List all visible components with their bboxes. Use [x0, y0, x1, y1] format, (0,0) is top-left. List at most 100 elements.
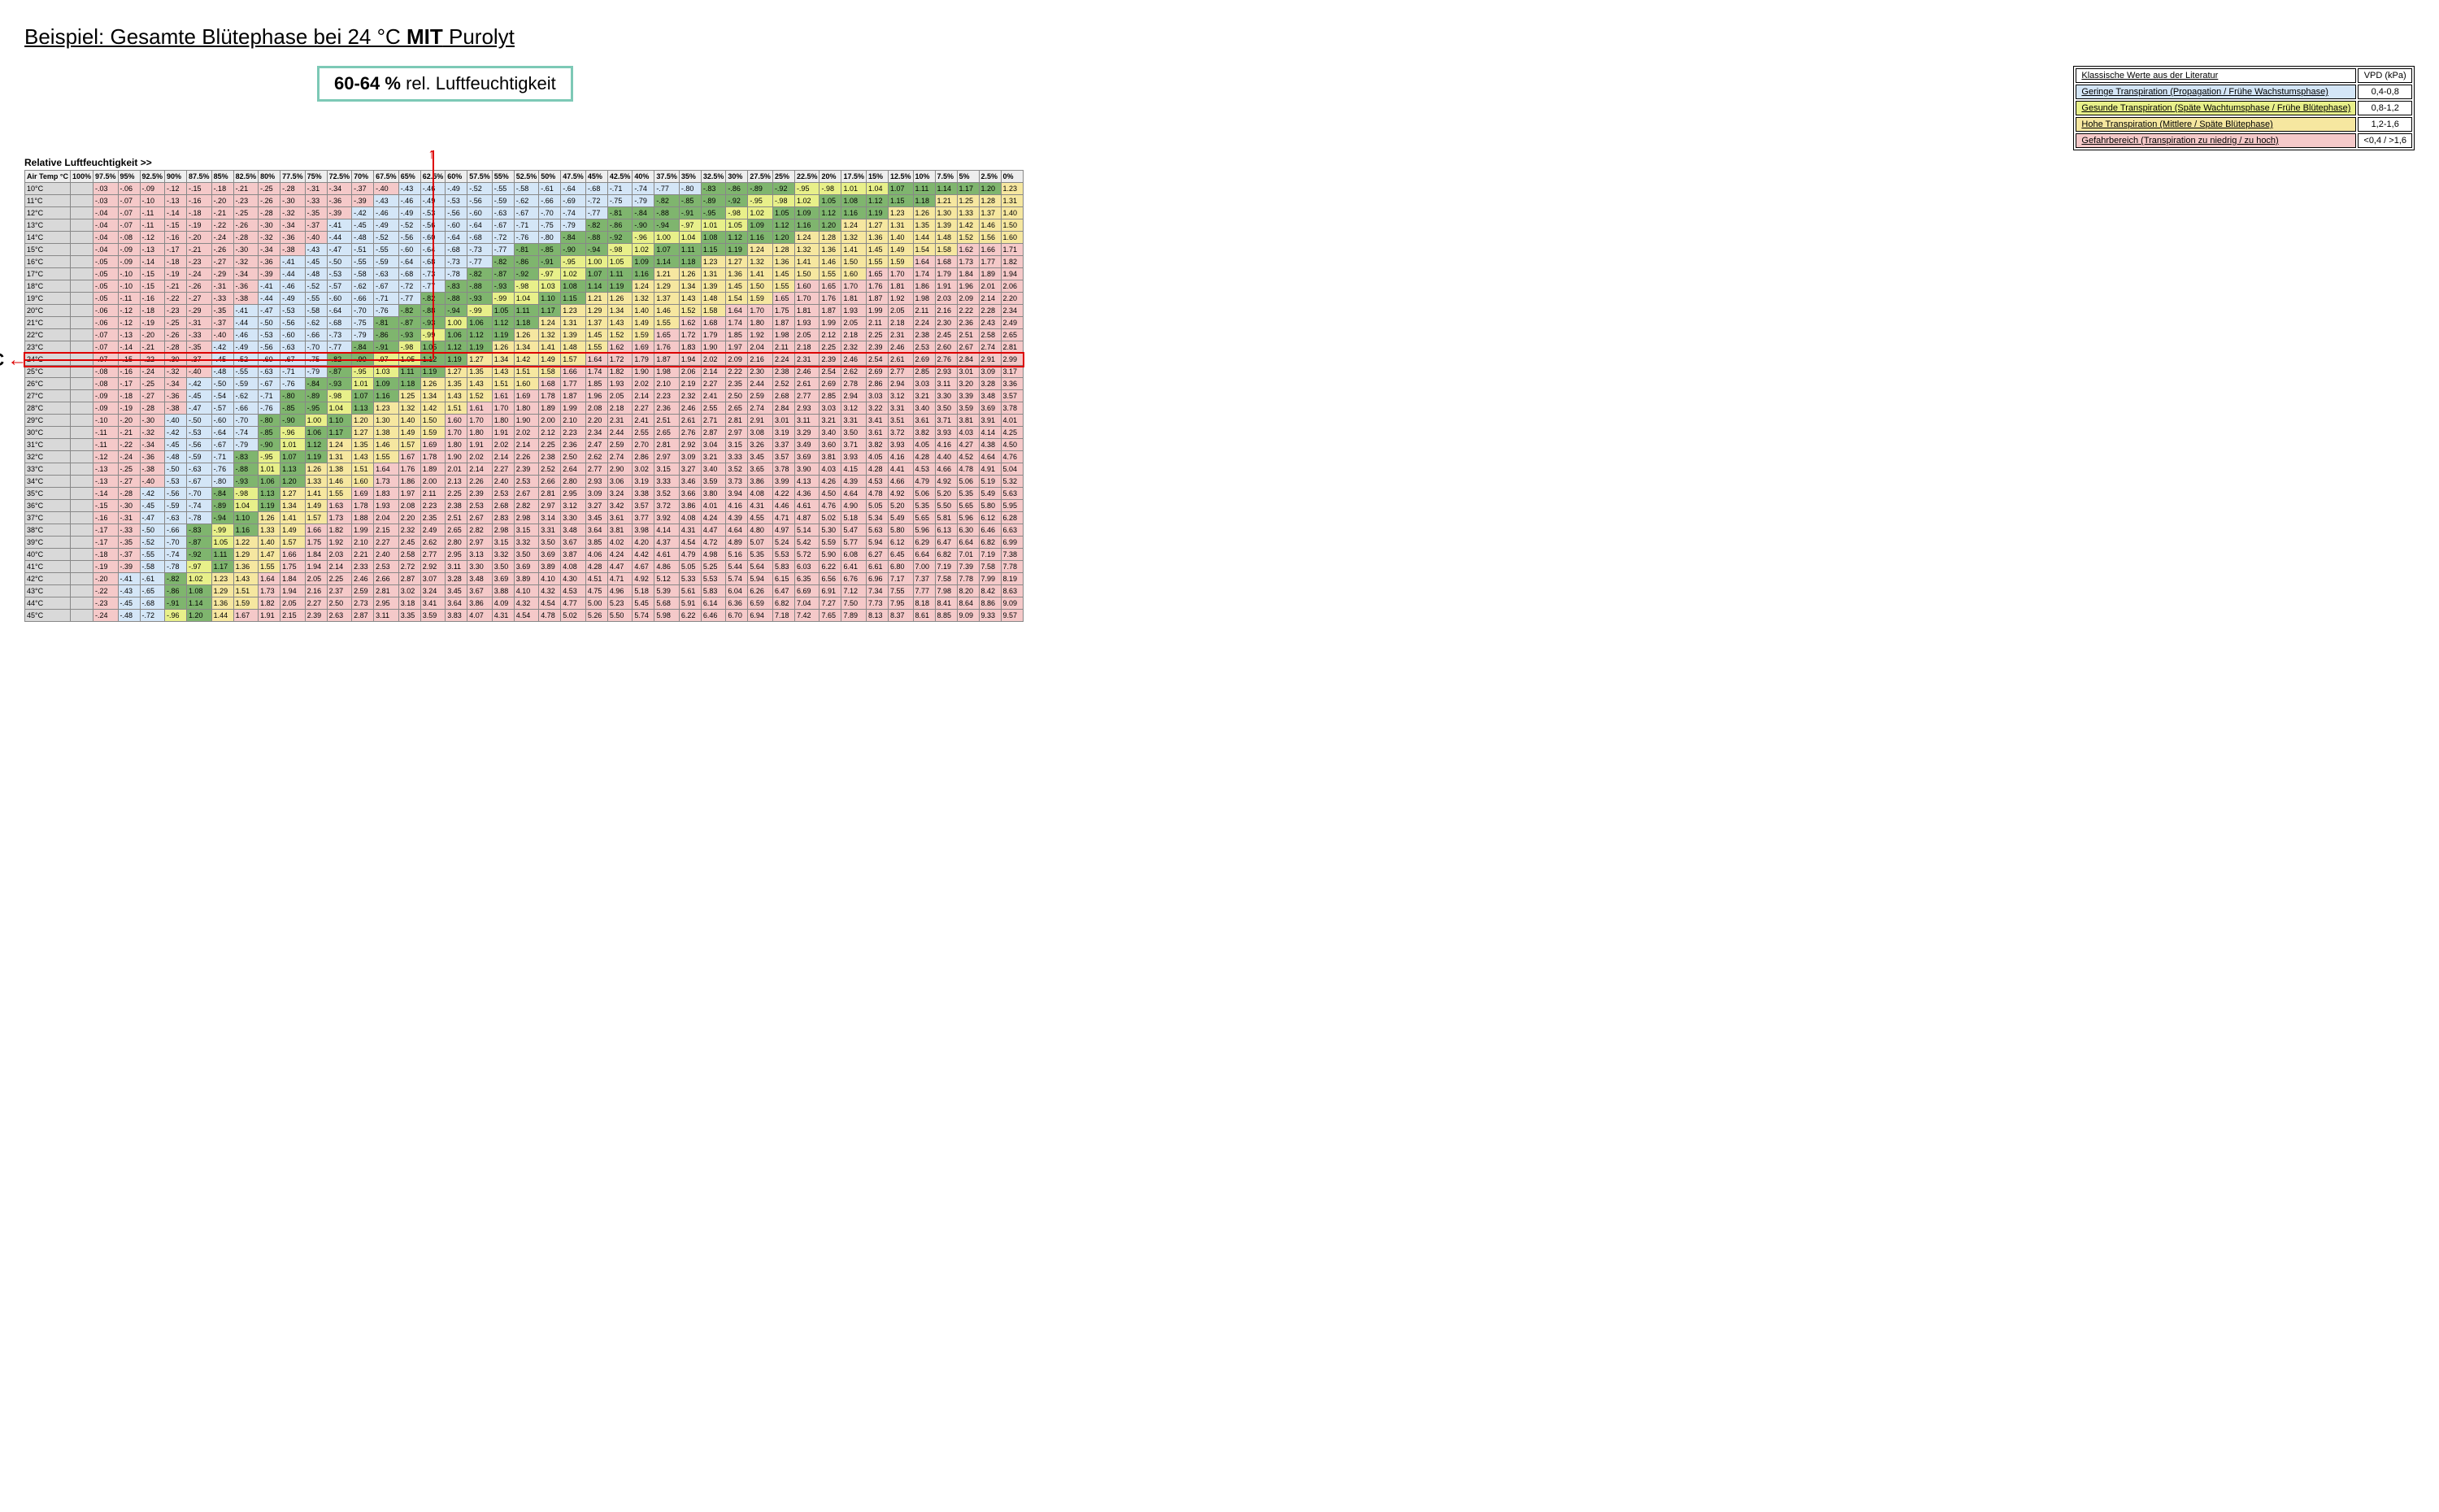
vpd-cell: 1.45 [772, 268, 794, 280]
vpd-cell: 2.31 [607, 415, 633, 427]
vpd-cell: 1.64 [374, 463, 399, 476]
vpd-cell: -.45 [352, 219, 374, 232]
table-row: 39°C-.17-.35-.52-.70-.871.051.221.401.57… [25, 537, 1024, 549]
vpd-cell: 2.38 [446, 500, 467, 512]
vpd-cell: -.87 [492, 268, 514, 280]
table-row: 14°C-.04-.08-.12-.16-.20-.24-.28-.32-.36… [25, 232, 1024, 244]
vpd-cell: -.19 [165, 268, 187, 280]
vpd-cell: 1.23 [374, 402, 399, 415]
vpd-cell: 1.55 [327, 488, 352, 500]
vpd-cell: 5.72 [794, 549, 820, 561]
vpd-cell: 1.99 [867, 305, 889, 317]
vpd-cell: 1.02 [794, 195, 820, 207]
vpd-cell: -.59 [492, 195, 514, 207]
row-label-temp: 22°C [25, 329, 71, 341]
vpd-cell: -.84 [633, 207, 654, 219]
vpd-cell: 3.01 [772, 415, 794, 427]
vpd-cell: 1.75 [305, 537, 327, 549]
vpd-cell: -.45 [211, 354, 233, 366]
vpd-cell: 1.37 [585, 317, 607, 329]
vpd-cell: -.55 [305, 293, 327, 305]
vpd-cell: -.49 [420, 195, 446, 207]
vpd-cell: -.99 [211, 524, 233, 537]
vpd-cell: 8.41 [935, 597, 957, 610]
vpd-cell: 1.26 [492, 341, 514, 354]
row-label-temp: 15°C [25, 244, 71, 256]
vpd-cell: -.18 [140, 305, 165, 317]
vpd-cell: -.93 [467, 293, 493, 305]
vpd-cell: 2.06 [1001, 280, 1023, 293]
vpd-cell: 6.63 [1001, 524, 1023, 537]
vpd-cell: -.17 [165, 244, 187, 256]
vpd-cell: -.82 [467, 268, 493, 280]
vpd-cell: -.37 [118, 549, 140, 561]
vpd-cell: 8.64 [957, 597, 979, 610]
vpd-cell: 2.50 [561, 451, 586, 463]
vpd-cell: 1.98 [913, 293, 935, 305]
vpd-cell: -.63 [374, 268, 399, 280]
vpd-cell: 2.67 [467, 512, 493, 524]
vpd-cell: 1.50 [748, 280, 773, 293]
vpd-cell: -.20 [93, 573, 118, 585]
vpd-cell: -.21 [187, 244, 212, 256]
vpd-cell: 2.99 [1001, 354, 1023, 366]
vpd-cell: 3.09 [979, 366, 1001, 378]
vpd-cell: 3.45 [446, 585, 467, 597]
vpd-cell: -.45 [187, 390, 212, 402]
vpd-cell: -.40 [374, 183, 399, 195]
vpd-cell: -.20 [187, 232, 212, 244]
vpd-cell: 2.06 [679, 366, 701, 378]
vpd-cell: 2.80 [446, 537, 467, 549]
vpd-cell: 2.54 [820, 366, 841, 378]
vpd-cell: 2.95 [561, 488, 586, 500]
vpd-cell: 1.70 [889, 268, 914, 280]
vpd-cell: -.59 [187, 451, 212, 463]
table-row: 19°C-.05-.11-.16-.22-.27-.33-.38-.44-.49… [25, 293, 1024, 305]
vpd-cell [70, 390, 93, 402]
vpd-cell: 3.69 [492, 573, 514, 585]
vpd-cell: 2.63 [327, 610, 352, 622]
col-header-humidity: 77.5% [280, 171, 306, 183]
vpd-cell: 3.41 [420, 597, 446, 610]
vpd-cell: -.43 [118, 585, 140, 597]
vpd-cell: -.71 [514, 219, 539, 232]
col-header-humidity: 65% [398, 171, 420, 183]
vpd-cell: 3.99 [772, 476, 794, 488]
vpd-cell: 6.99 [1001, 537, 1023, 549]
vpd-cell: -.34 [327, 183, 352, 195]
vpd-cell: 1.09 [794, 207, 820, 219]
vpd-cell: 3.86 [679, 500, 701, 512]
vpd-cell: -.44 [327, 232, 352, 244]
vpd-cell: 2.78 [841, 378, 867, 390]
vpd-cell: 5.32 [1001, 476, 1023, 488]
vpd-cell: 2.49 [420, 524, 446, 537]
vpd-cell: 1.43 [467, 378, 493, 390]
vpd-cell: 4.06 [585, 549, 607, 561]
vpd-cell: 3.12 [561, 500, 586, 512]
vpd-cell: 2.45 [935, 329, 957, 341]
vpd-cell: -.67 [187, 476, 212, 488]
vpd-cell: 2.25 [820, 341, 841, 354]
vpd-cell: 7.65 [820, 610, 841, 622]
row-label-temp: 44°C [25, 597, 71, 610]
vpd-cell: 5.98 [654, 610, 680, 622]
vpd-cell: 4.10 [514, 585, 539, 597]
col-header-humidity: 12.5% [889, 171, 914, 183]
vpd-cell: -.42 [211, 341, 233, 354]
table-row: 40°C-.18-.37-.55-.74-.921.111.291.471.66… [25, 549, 1024, 561]
vpd-cell: 1.21 [654, 268, 680, 280]
vpd-cell: -.86 [374, 329, 399, 341]
vpd-cell: 1.93 [607, 378, 633, 390]
vpd-cell: 1.64 [585, 354, 607, 366]
vpd-cell: 5.39 [654, 585, 680, 597]
vpd-cell: 1.82 [1001, 256, 1023, 268]
vpd-cell: -.46 [233, 329, 259, 341]
vpd-cell: -.29 [187, 305, 212, 317]
vpd-cell: -.88 [654, 207, 680, 219]
vpd-cell: 2.81 [374, 585, 399, 597]
vpd-cell [70, 378, 93, 390]
col-header-humidity: 62.5% [420, 171, 446, 183]
vpd-cell: -.41 [259, 280, 280, 293]
vpd-cell: 1.32 [398, 402, 420, 415]
vpd-cell: 3.91 [979, 415, 1001, 427]
